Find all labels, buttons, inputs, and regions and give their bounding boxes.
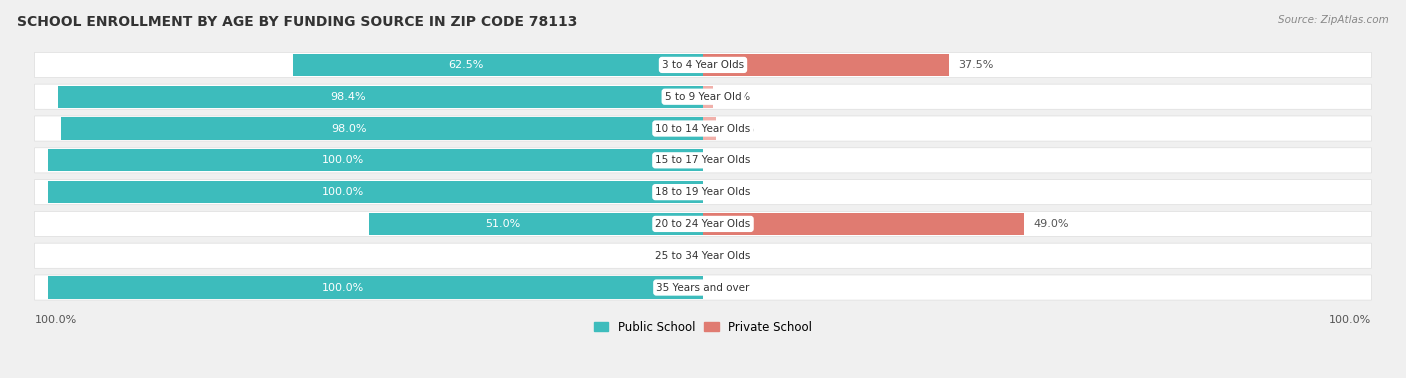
Text: 100.0%: 100.0% bbox=[35, 314, 77, 325]
Text: 20 to 24 Year Olds: 20 to 24 Year Olds bbox=[655, 219, 751, 229]
Bar bbox=[48, 276, 703, 299]
Text: 25 to 34 Year Olds: 25 to 34 Year Olds bbox=[655, 251, 751, 261]
Text: SCHOOL ENROLLMENT BY AGE BY FUNDING SOURCE IN ZIP CODE 78113: SCHOOL ENROLLMENT BY AGE BY FUNDING SOUR… bbox=[17, 15, 578, 29]
Text: 0.0%: 0.0% bbox=[713, 251, 741, 261]
Text: 0.0%: 0.0% bbox=[665, 251, 693, 261]
FancyBboxPatch shape bbox=[35, 211, 1371, 237]
Text: 0.0%: 0.0% bbox=[713, 155, 741, 165]
Text: 1.6%: 1.6% bbox=[723, 92, 752, 102]
Bar bbox=[58, 85, 703, 108]
Text: 100.0%: 100.0% bbox=[322, 282, 364, 293]
Text: 18 to 19 Year Olds: 18 to 19 Year Olds bbox=[655, 187, 751, 197]
Text: Source: ZipAtlas.com: Source: ZipAtlas.com bbox=[1278, 15, 1389, 25]
Bar bbox=[703, 54, 949, 76]
Bar bbox=[48, 149, 703, 172]
FancyBboxPatch shape bbox=[35, 53, 1371, 77]
Text: 2.0%: 2.0% bbox=[725, 124, 754, 133]
Text: 15 to 17 Year Olds: 15 to 17 Year Olds bbox=[655, 155, 751, 165]
Bar bbox=[703, 213, 1024, 235]
Text: 100.0%: 100.0% bbox=[1329, 314, 1371, 325]
Text: 98.4%: 98.4% bbox=[330, 92, 366, 102]
Bar bbox=[368, 213, 703, 235]
Text: 62.5%: 62.5% bbox=[447, 60, 484, 70]
Bar bbox=[60, 118, 703, 139]
Bar bbox=[703, 85, 713, 108]
FancyBboxPatch shape bbox=[35, 243, 1371, 268]
Text: 5 to 9 Year Old: 5 to 9 Year Old bbox=[665, 92, 741, 102]
Text: 35 Years and over: 35 Years and over bbox=[657, 282, 749, 293]
Bar bbox=[48, 181, 703, 203]
Legend: Public School, Private School: Public School, Private School bbox=[589, 316, 817, 338]
FancyBboxPatch shape bbox=[35, 180, 1371, 205]
Text: 0.0%: 0.0% bbox=[713, 187, 741, 197]
FancyBboxPatch shape bbox=[35, 275, 1371, 300]
Text: 98.0%: 98.0% bbox=[332, 124, 367, 133]
FancyBboxPatch shape bbox=[35, 148, 1371, 173]
Text: 37.5%: 37.5% bbox=[959, 60, 994, 70]
Bar bbox=[294, 54, 703, 76]
FancyBboxPatch shape bbox=[35, 116, 1371, 141]
Text: 0.0%: 0.0% bbox=[713, 282, 741, 293]
Text: 10 to 14 Year Olds: 10 to 14 Year Olds bbox=[655, 124, 751, 133]
Text: 3 to 4 Year Olds: 3 to 4 Year Olds bbox=[662, 60, 744, 70]
Text: 100.0%: 100.0% bbox=[322, 187, 364, 197]
Text: 49.0%: 49.0% bbox=[1033, 219, 1070, 229]
Text: 51.0%: 51.0% bbox=[485, 219, 520, 229]
FancyBboxPatch shape bbox=[35, 84, 1371, 109]
Bar bbox=[703, 118, 716, 139]
Text: 100.0%: 100.0% bbox=[322, 155, 364, 165]
